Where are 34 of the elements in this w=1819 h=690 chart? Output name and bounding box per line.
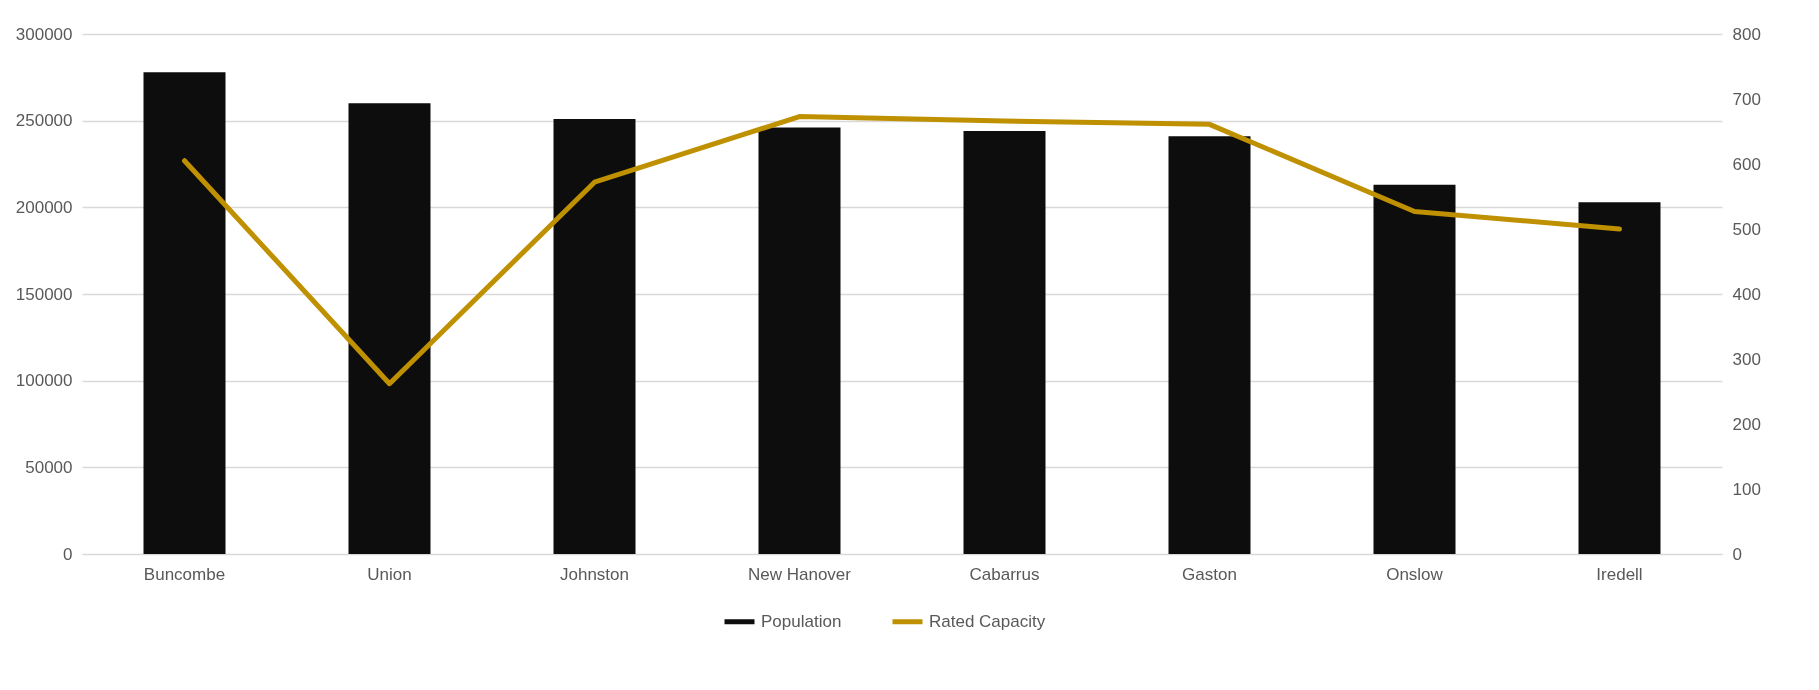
x-tick-label: Union	[367, 564, 412, 584]
y-tick-label: 250000	[15, 111, 73, 131]
y-tick-label: 50000	[25, 457, 73, 477]
bar	[1373, 184, 1456, 554]
y-tick-label: 150000	[15, 284, 73, 304]
y-tick-label: 0	[63, 544, 73, 564]
bar	[143, 72, 226, 554]
bar	[553, 118, 636, 554]
x-tick-label: New Hanover	[748, 564, 852, 584]
y-tick-label: 100000	[15, 371, 73, 391]
bar	[348, 103, 431, 554]
y2-tick-label: 600	[1732, 154, 1761, 174]
x-tick-label: Cabarrus	[969, 564, 1040, 584]
x-tick-label: Onslow	[1386, 564, 1444, 584]
y2-tick-label: 100	[1732, 479, 1761, 499]
legend-label: Population	[761, 611, 842, 631]
bar	[963, 131, 1046, 554]
x-tick-label: Buncombe	[143, 564, 226, 584]
y2-tick-label: 500	[1732, 219, 1761, 239]
y2-tick-label: 200	[1732, 414, 1761, 434]
y-tick-label: 200000	[15, 197, 73, 217]
y2-tick-label: 300	[1732, 349, 1761, 369]
y2-tick-label: 0	[1732, 544, 1742, 564]
y2-tick-label: 400	[1732, 284, 1761, 304]
y2-tick-label: 700	[1732, 89, 1761, 109]
legend-label: Rated Capacity	[929, 611, 1046, 631]
x-tick-label: Gaston	[1182, 564, 1237, 584]
y2-tick-label: 800	[1732, 24, 1761, 44]
y-tick-label: 300000	[15, 24, 73, 44]
bar	[758, 127, 841, 554]
x-tick-label: Johnston	[560, 564, 629, 584]
bar	[1578, 202, 1661, 554]
bar	[1168, 136, 1251, 554]
x-tick-label: Iredell	[1596, 564, 1643, 584]
